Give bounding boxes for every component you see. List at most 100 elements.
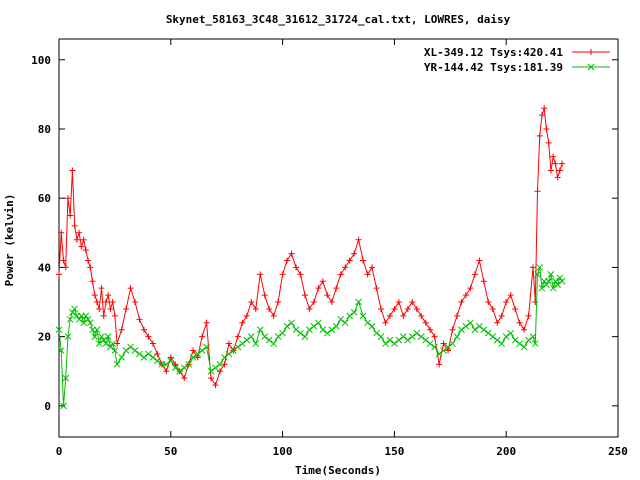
data-point: [102, 299, 109, 306]
data-point: [288, 319, 295, 327]
data-point: [332, 322, 340, 330]
data-point: [180, 364, 188, 372]
data-point: [545, 277, 553, 285]
data-point: [386, 336, 394, 344]
data-point: [221, 354, 228, 361]
data-point: [530, 264, 537, 271]
data-point: [89, 278, 96, 285]
data-point: [534, 270, 541, 278]
data-point: [234, 343, 242, 351]
data-point: [167, 357, 175, 365]
data-point: [181, 375, 188, 382]
data-point: [111, 347, 119, 354]
data-point: [67, 212, 74, 219]
data-point: [149, 340, 156, 347]
data-point: [194, 354, 201, 361]
data-point: [257, 271, 264, 278]
data-point: [75, 315, 83, 323]
x-tick-label: 50: [164, 445, 177, 458]
data-point: [377, 333, 385, 340]
data-point: [56, 271, 62, 278]
data-point: [86, 319, 94, 327]
data-point: [261, 292, 268, 299]
data-point: [96, 305, 103, 312]
data-point: [118, 354, 125, 361]
data-point: [131, 347, 139, 354]
data-point: [323, 329, 331, 337]
legend-marker: [588, 49, 594, 55]
data-point: [328, 299, 335, 306]
data-point: [360, 257, 367, 264]
data-point: [194, 350, 201, 358]
data-point: [489, 305, 496, 312]
data-point: [373, 285, 380, 292]
data-point: [559, 160, 566, 167]
data-point: [484, 329, 492, 337]
data-point: [512, 305, 519, 312]
y-tick-label: 40: [38, 261, 51, 274]
data-point: [516, 340, 523, 347]
data-point: [62, 264, 69, 271]
data-point: [435, 350, 443, 358]
data-point: [212, 364, 219, 372]
data-point: [467, 285, 474, 292]
data-point: [98, 333, 105, 340]
data-point: [66, 315, 74, 323]
plot-frame: [58, 38, 619, 438]
x-tick-label: 0: [56, 445, 63, 458]
data-point: [247, 333, 255, 340]
y-tick-label: 80: [38, 123, 51, 136]
data-point: [91, 333, 99, 340]
data-point: [216, 360, 224, 368]
data-point: [136, 316, 143, 323]
data-point: [337, 315, 345, 323]
data-point: [359, 312, 367, 320]
data-point: [111, 312, 118, 319]
data-point: [252, 305, 259, 312]
data-point: [107, 343, 114, 351]
data-point: [444, 343, 452, 351]
data-point: [543, 281, 550, 289]
data-point: [207, 367, 215, 375]
y-tick-label: 20: [38, 331, 51, 344]
data-point: [283, 322, 291, 330]
data-point: [422, 319, 429, 326]
data-point: [109, 299, 116, 306]
data-point: [449, 326, 456, 333]
data-point: [279, 271, 286, 278]
data-point: [118, 326, 125, 333]
data-point: [190, 347, 197, 354]
data-point: [427, 326, 434, 333]
data-point: [458, 326, 465, 334]
data-point: [93, 326, 101, 334]
data-point: [84, 315, 92, 323]
data-point: [306, 305, 313, 312]
data-point: [261, 333, 269, 340]
data-point: [203, 319, 210, 326]
data-point: [301, 292, 308, 299]
data-point: [556, 274, 564, 282]
data-point: [440, 340, 447, 347]
data-point: [418, 312, 425, 319]
x-tick-label: 100: [273, 445, 293, 458]
data-point: [252, 340, 260, 347]
x-tick-label: 250: [608, 445, 628, 458]
data-point: [208, 375, 215, 382]
data-point: [243, 312, 250, 319]
data-point: [95, 340, 103, 347]
data-point: [536, 132, 543, 139]
data-point: [58, 229, 65, 236]
data-point: [382, 340, 389, 347]
data-point: [552, 160, 559, 167]
data-point: [85, 257, 92, 264]
data-point: [342, 264, 349, 271]
data-point: [212, 382, 219, 389]
data-point: [163, 368, 170, 375]
data-point: [123, 305, 130, 312]
data-point: [328, 326, 336, 334]
data-point: [346, 312, 354, 320]
data-point: [431, 343, 439, 351]
data-point: [355, 236, 362, 243]
data-point: [73, 236, 80, 243]
data-point: [100, 312, 107, 319]
